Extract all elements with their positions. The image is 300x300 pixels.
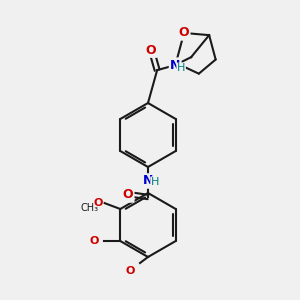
Text: O: O (123, 188, 133, 202)
Text: H: H (151, 177, 159, 187)
Text: O: O (125, 266, 135, 276)
Text: N: N (143, 175, 153, 188)
Text: O: O (94, 198, 103, 208)
Text: H: H (177, 63, 185, 73)
Text: N: N (170, 58, 180, 72)
Text: CH₃: CH₃ (80, 203, 98, 213)
Text: O: O (179, 26, 189, 39)
Text: O: O (90, 236, 99, 246)
Text: O: O (146, 44, 157, 57)
